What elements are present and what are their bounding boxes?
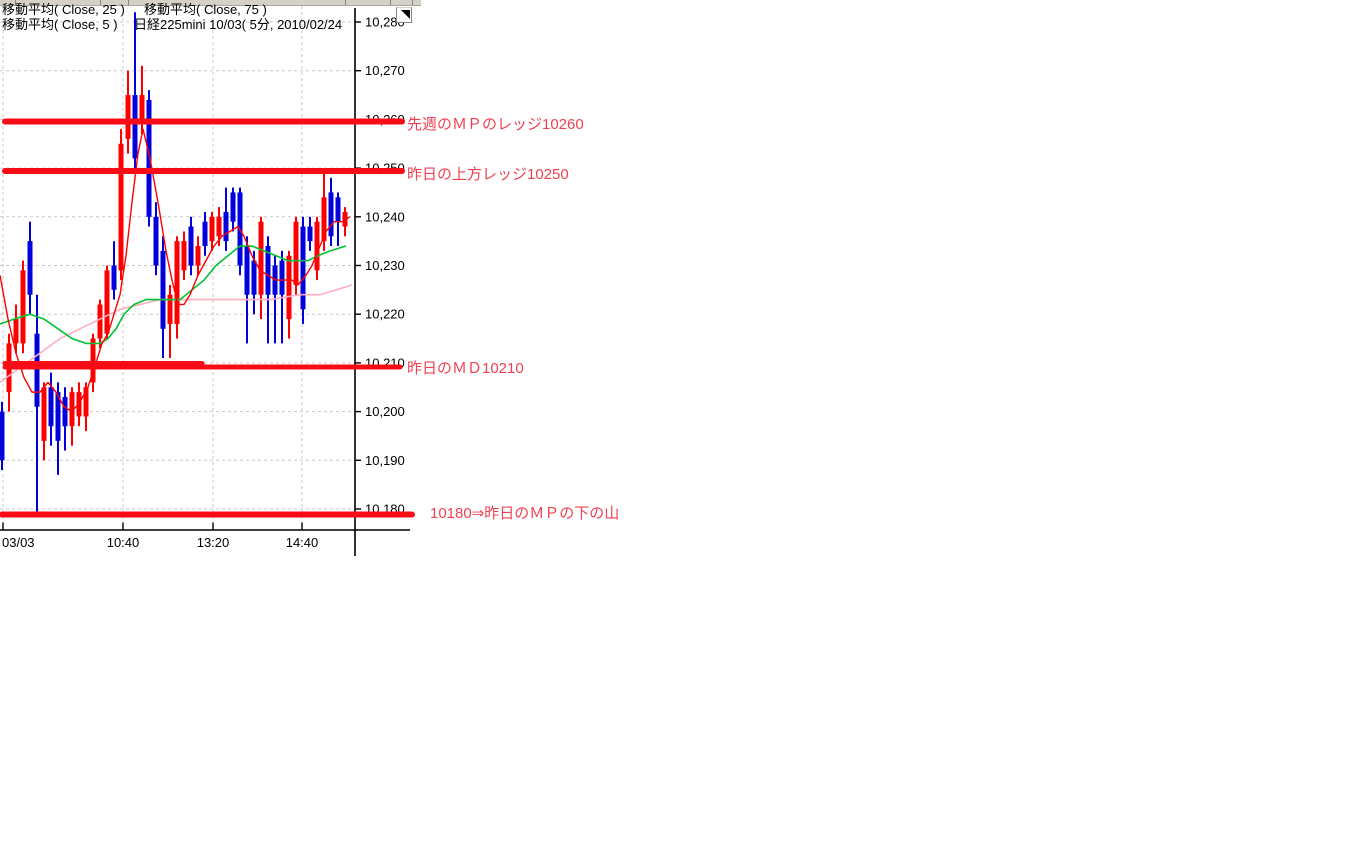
candle-body bbox=[132, 95, 138, 159]
candle-body bbox=[160, 250, 166, 329]
candle-body bbox=[279, 260, 285, 295]
candle-body bbox=[300, 226, 306, 310]
candle-body bbox=[335, 197, 341, 222]
candle-body bbox=[202, 221, 208, 247]
candlestick-chart: 10,28010,27010,26010,25010,24010,23010,2… bbox=[0, 6, 619, 556]
candle-body bbox=[104, 270, 110, 334]
x-axis-label: 03/03 bbox=[2, 535, 35, 550]
toolbar-separator bbox=[345, 0, 346, 5]
candle-body bbox=[62, 396, 68, 427]
candle-body bbox=[41, 387, 47, 441]
annotation-label: 先週のＭＰのレッジ10260 bbox=[407, 116, 584, 133]
candle-body bbox=[139, 95, 145, 125]
candle-body bbox=[20, 270, 26, 344]
y-axis-label: 10,280 bbox=[365, 15, 405, 30]
candle-body bbox=[209, 216, 215, 242]
chart-title: 日経225mini 10/03( 5分, 2010/02/24 bbox=[134, 17, 343, 32]
candle-body bbox=[13, 319, 19, 344]
candle-body bbox=[188, 226, 194, 266]
ma-line-25 bbox=[0, 245, 347, 345]
candle-body bbox=[48, 387, 54, 427]
candle-body bbox=[55, 392, 61, 441]
candle-body bbox=[265, 246, 271, 295]
toolbar-separator bbox=[412, 0, 413, 5]
y-axis-label: 10,270 bbox=[365, 63, 405, 78]
legend-ma5-label: 移動平均( Close, 5 ) bbox=[2, 17, 118, 32]
candle-body bbox=[286, 255, 292, 320]
candle-body bbox=[321, 197, 327, 242]
y-axis-label: 10,220 bbox=[365, 307, 405, 322]
candle-body bbox=[230, 192, 236, 222]
triangle-down-icon bbox=[401, 10, 410, 19]
toolbar-edge bbox=[0, 0, 421, 6]
candle-body bbox=[251, 260, 257, 295]
candle-body bbox=[125, 95, 131, 139]
ma-line-5 bbox=[0, 128, 351, 413]
candle-body bbox=[293, 221, 299, 285]
candle-body bbox=[307, 226, 313, 242]
annotation-label: 昨日のＭＤ10210 bbox=[407, 360, 524, 377]
toolbar-separator bbox=[100, 0, 101, 5]
x-axis-label: 13:20 bbox=[197, 535, 230, 550]
candle-body bbox=[76, 392, 82, 417]
candle-body bbox=[167, 294, 173, 324]
candle-body bbox=[181, 241, 187, 271]
candle-body bbox=[146, 99, 152, 217]
candle-body bbox=[328, 192, 334, 237]
y-axis-label: 10,190 bbox=[365, 453, 405, 468]
candle-body bbox=[83, 387, 89, 417]
y-axis-label: 10,240 bbox=[365, 209, 405, 224]
chart-dropdown-button[interactable] bbox=[396, 7, 412, 23]
candle-body bbox=[118, 143, 124, 271]
candle-body bbox=[174, 241, 180, 324]
y-axis-label: 10,200 bbox=[365, 404, 405, 419]
annotation-label: 昨日の上方レッジ10250 bbox=[407, 166, 569, 183]
y-axis-label: 10,230 bbox=[365, 258, 405, 273]
candle-body bbox=[27, 241, 33, 295]
legend-ma25-label: 移動平均( Close, 25 ) bbox=[2, 2, 125, 17]
annotation-label: 10180⇒昨日のＭＰの下の山 bbox=[430, 505, 619, 522]
candle-body bbox=[258, 221, 264, 295]
toolbar-separator bbox=[15, 0, 16, 5]
candle-body bbox=[0, 411, 5, 461]
candle-body bbox=[314, 221, 320, 271]
x-axis-label: 10:40 bbox=[107, 535, 140, 550]
candle-body bbox=[223, 211, 229, 242]
legend-ma75-label: 移動平均( Close, 75 ) bbox=[144, 2, 267, 17]
candle-body bbox=[34, 333, 40, 407]
candle-body bbox=[111, 265, 117, 290]
candle-body bbox=[195, 246, 201, 266]
candle-body bbox=[69, 392, 75, 427]
candle-body bbox=[216, 216, 222, 237]
x-axis-label: 14:40 bbox=[286, 535, 319, 550]
candle-body bbox=[153, 216, 159, 266]
candle-body bbox=[244, 246, 250, 295]
candle-body bbox=[97, 304, 103, 339]
candle-body bbox=[90, 338, 96, 383]
toolbar-separator bbox=[390, 0, 391, 5]
toolbar-separator bbox=[128, 0, 129, 5]
